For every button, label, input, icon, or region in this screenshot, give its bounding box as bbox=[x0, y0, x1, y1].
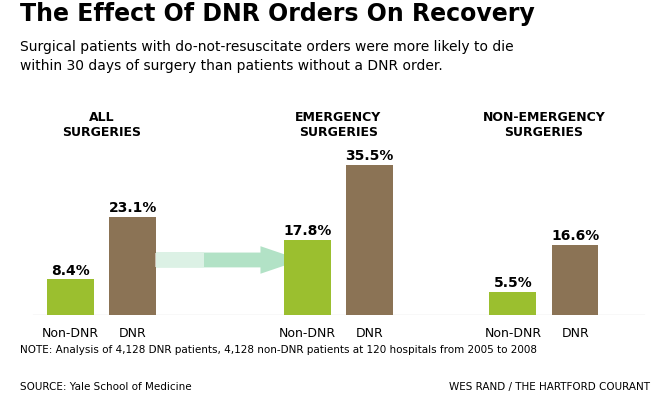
Text: Non-DNR: Non-DNR bbox=[484, 327, 541, 340]
Text: WES RAND / THE HARTFORD COURANT: WES RAND / THE HARTFORD COURANT bbox=[449, 382, 650, 392]
Text: Non-DNR: Non-DNR bbox=[42, 327, 99, 340]
Text: 17.8%: 17.8% bbox=[283, 224, 332, 238]
Text: Surgical patients with do-not-resuscitate orders were more likely to die
within : Surgical patients with do-not-resuscitat… bbox=[20, 40, 514, 73]
Text: NOTE: Analysis of 4,128 DNR patients, 4,128 non-DNR patients at 120 hospitals fr: NOTE: Analysis of 4,128 DNR patients, 4,… bbox=[20, 345, 537, 356]
Text: Non-DNR: Non-DNR bbox=[279, 327, 336, 340]
Text: The Effect Of DNR Orders On Recovery: The Effect Of DNR Orders On Recovery bbox=[20, 2, 535, 26]
Bar bbox=[284, 240, 330, 315]
Text: DNR: DNR bbox=[356, 327, 383, 340]
Bar bbox=[47, 280, 94, 315]
Text: SOURCE: Yale School of Medicine: SOURCE: Yale School of Medicine bbox=[20, 382, 192, 392]
Bar bbox=[109, 217, 156, 315]
Bar bbox=[490, 292, 536, 315]
Polygon shape bbox=[155, 252, 204, 267]
Text: ALL
SURGERIES: ALL SURGERIES bbox=[62, 112, 141, 139]
Text: NON-EMERGENCY
SURGERIES: NON-EMERGENCY SURGERIES bbox=[482, 112, 606, 139]
Text: 23.1%: 23.1% bbox=[109, 202, 157, 215]
Text: 5.5%: 5.5% bbox=[493, 276, 532, 290]
Bar bbox=[552, 245, 598, 315]
Text: 8.4%: 8.4% bbox=[51, 264, 90, 278]
Text: EMERGENCY
SURGERIES: EMERGENCY SURGERIES bbox=[295, 112, 381, 139]
Bar bbox=[346, 164, 393, 315]
Text: DNR: DNR bbox=[561, 327, 589, 340]
Text: 16.6%: 16.6% bbox=[551, 229, 599, 243]
Text: 35.5%: 35.5% bbox=[345, 149, 394, 163]
Text: DNR: DNR bbox=[119, 327, 147, 340]
Polygon shape bbox=[155, 246, 301, 274]
